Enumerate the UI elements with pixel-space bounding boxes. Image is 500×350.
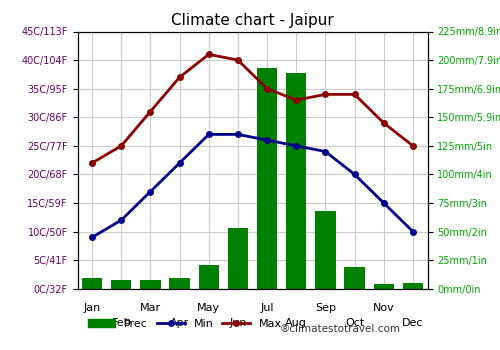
Text: Jan: Jan [84, 303, 100, 313]
Legend: Prec, Min, Max: Prec, Min, Max [83, 314, 286, 333]
Text: Jul: Jul [260, 303, 274, 313]
Bar [257, 68, 278, 289]
Bar [344, 267, 365, 289]
Text: Dec: Dec [402, 318, 423, 328]
Text: Mar: Mar [140, 303, 161, 313]
Title: Climate chart - Jaipur: Climate chart - Jaipur [171, 13, 334, 28]
Text: Jun: Jun [229, 318, 246, 328]
Bar [82, 279, 102, 289]
Text: Apr: Apr [170, 318, 189, 328]
Bar [170, 279, 190, 289]
Bar [402, 283, 423, 289]
Bar [111, 280, 132, 289]
Text: Nov: Nov [373, 303, 394, 313]
Text: ®climatestotravel.com: ®climatestotravel.com [280, 324, 401, 334]
Text: Aug: Aug [286, 318, 307, 328]
Text: Feb: Feb [112, 318, 131, 328]
Text: May: May [197, 303, 220, 313]
Text: Sep: Sep [315, 303, 336, 313]
Bar [286, 73, 306, 289]
Bar [374, 284, 394, 289]
Bar [140, 280, 160, 289]
Text: Oct: Oct [345, 318, 364, 328]
Bar [228, 228, 248, 289]
Bar [315, 211, 336, 289]
Bar [198, 265, 219, 289]
